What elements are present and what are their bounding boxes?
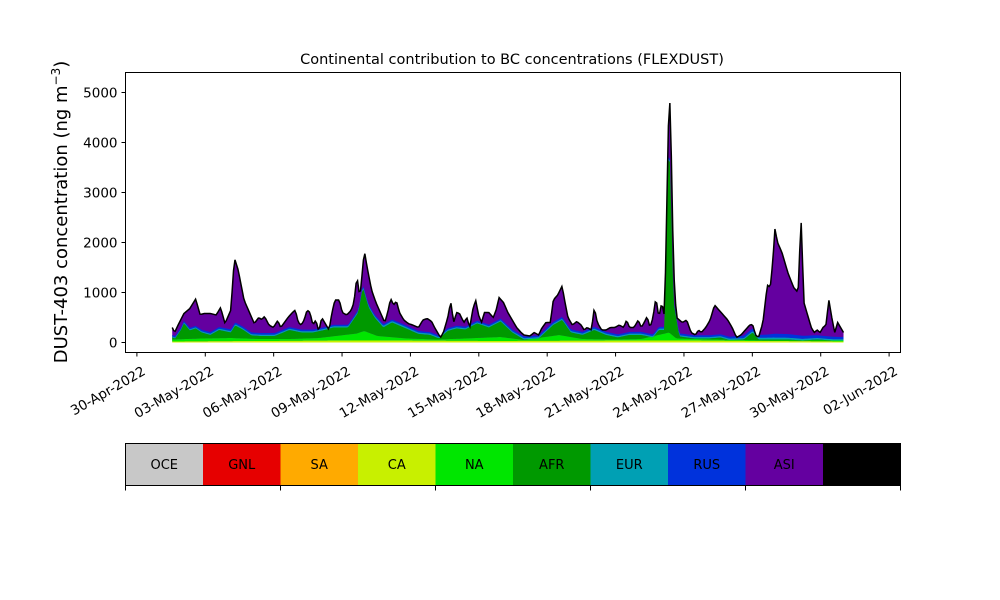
x-axis: 30-Apr-202203-May-202206-May-202209-May-… <box>68 352 901 422</box>
colorbar-label-oce: OCE <box>150 458 178 473</box>
y-tick-label: 4000 <box>83 136 117 152</box>
y-tick-label: 3000 <box>83 186 117 202</box>
colorbar-swatch-asi <box>745 443 824 486</box>
colorbar-label-afr: AFR <box>539 458 564 473</box>
colorbar-label-eur: EUR <box>616 458 643 473</box>
stacked-areas <box>171 102 845 343</box>
chart-title: Continental contribution to BC concentra… <box>300 52 724 68</box>
y-tick-label: 2000 <box>83 236 117 252</box>
colorbar-frame <box>125 443 901 486</box>
colorbar-swatch-aus <box>823 443 901 486</box>
y-tick-label: 5000 <box>83 86 117 102</box>
y-tick-label: 1000 <box>83 286 117 302</box>
y-axis-label-close: ) <box>51 61 72 68</box>
colorbar-swatch-ca <box>358 443 436 486</box>
y-tick-label: 0 <box>109 336 118 352</box>
colorbar-swatch-afr <box>513 443 591 486</box>
colorbar-label-aus: AUS <box>848 458 875 473</box>
colorbar-swatch-rus <box>668 443 746 486</box>
colorbar-swatch-oce <box>125 443 204 486</box>
plot-frame <box>125 72 901 353</box>
area-ca <box>172 340 844 343</box>
colorbar-swatch-na <box>435 443 514 486</box>
colorbar-label-gnl: GNL <box>228 458 256 473</box>
colorbar-swatch-gnl <box>203 443 281 486</box>
colorbar-swatch-sa <box>280 443 359 486</box>
region-colorbar: OCE GNL SA CA NA AFR EUR RUS ASI AUS <box>125 443 901 491</box>
colorbar-label-asi: ASI <box>774 458 795 473</box>
y-axis: 0 1000 2000 3000 4000 5000 <box>83 86 126 352</box>
y-axis-label-text: DUST-403 concentration (ng m <box>51 85 72 363</box>
colorbar-label-ca: CA <box>388 458 406 473</box>
y-axis-label: DUST-403 concentration (ng m−3) <box>49 61 72 364</box>
area-na <box>172 331 844 342</box>
y-axis-label-exponent: −3 <box>49 68 63 86</box>
colorbar-label-na: NA <box>465 458 484 473</box>
area-asi <box>172 103 844 342</box>
total-line <box>171 102 845 339</box>
colorbar-label-sa: SA <box>311 458 328 473</box>
x-tick-label: 02-Jun-2022 <box>821 363 901 418</box>
colorbar-label-rus: RUS <box>693 458 720 473</box>
colorbar-swatch-eur <box>590 443 669 486</box>
